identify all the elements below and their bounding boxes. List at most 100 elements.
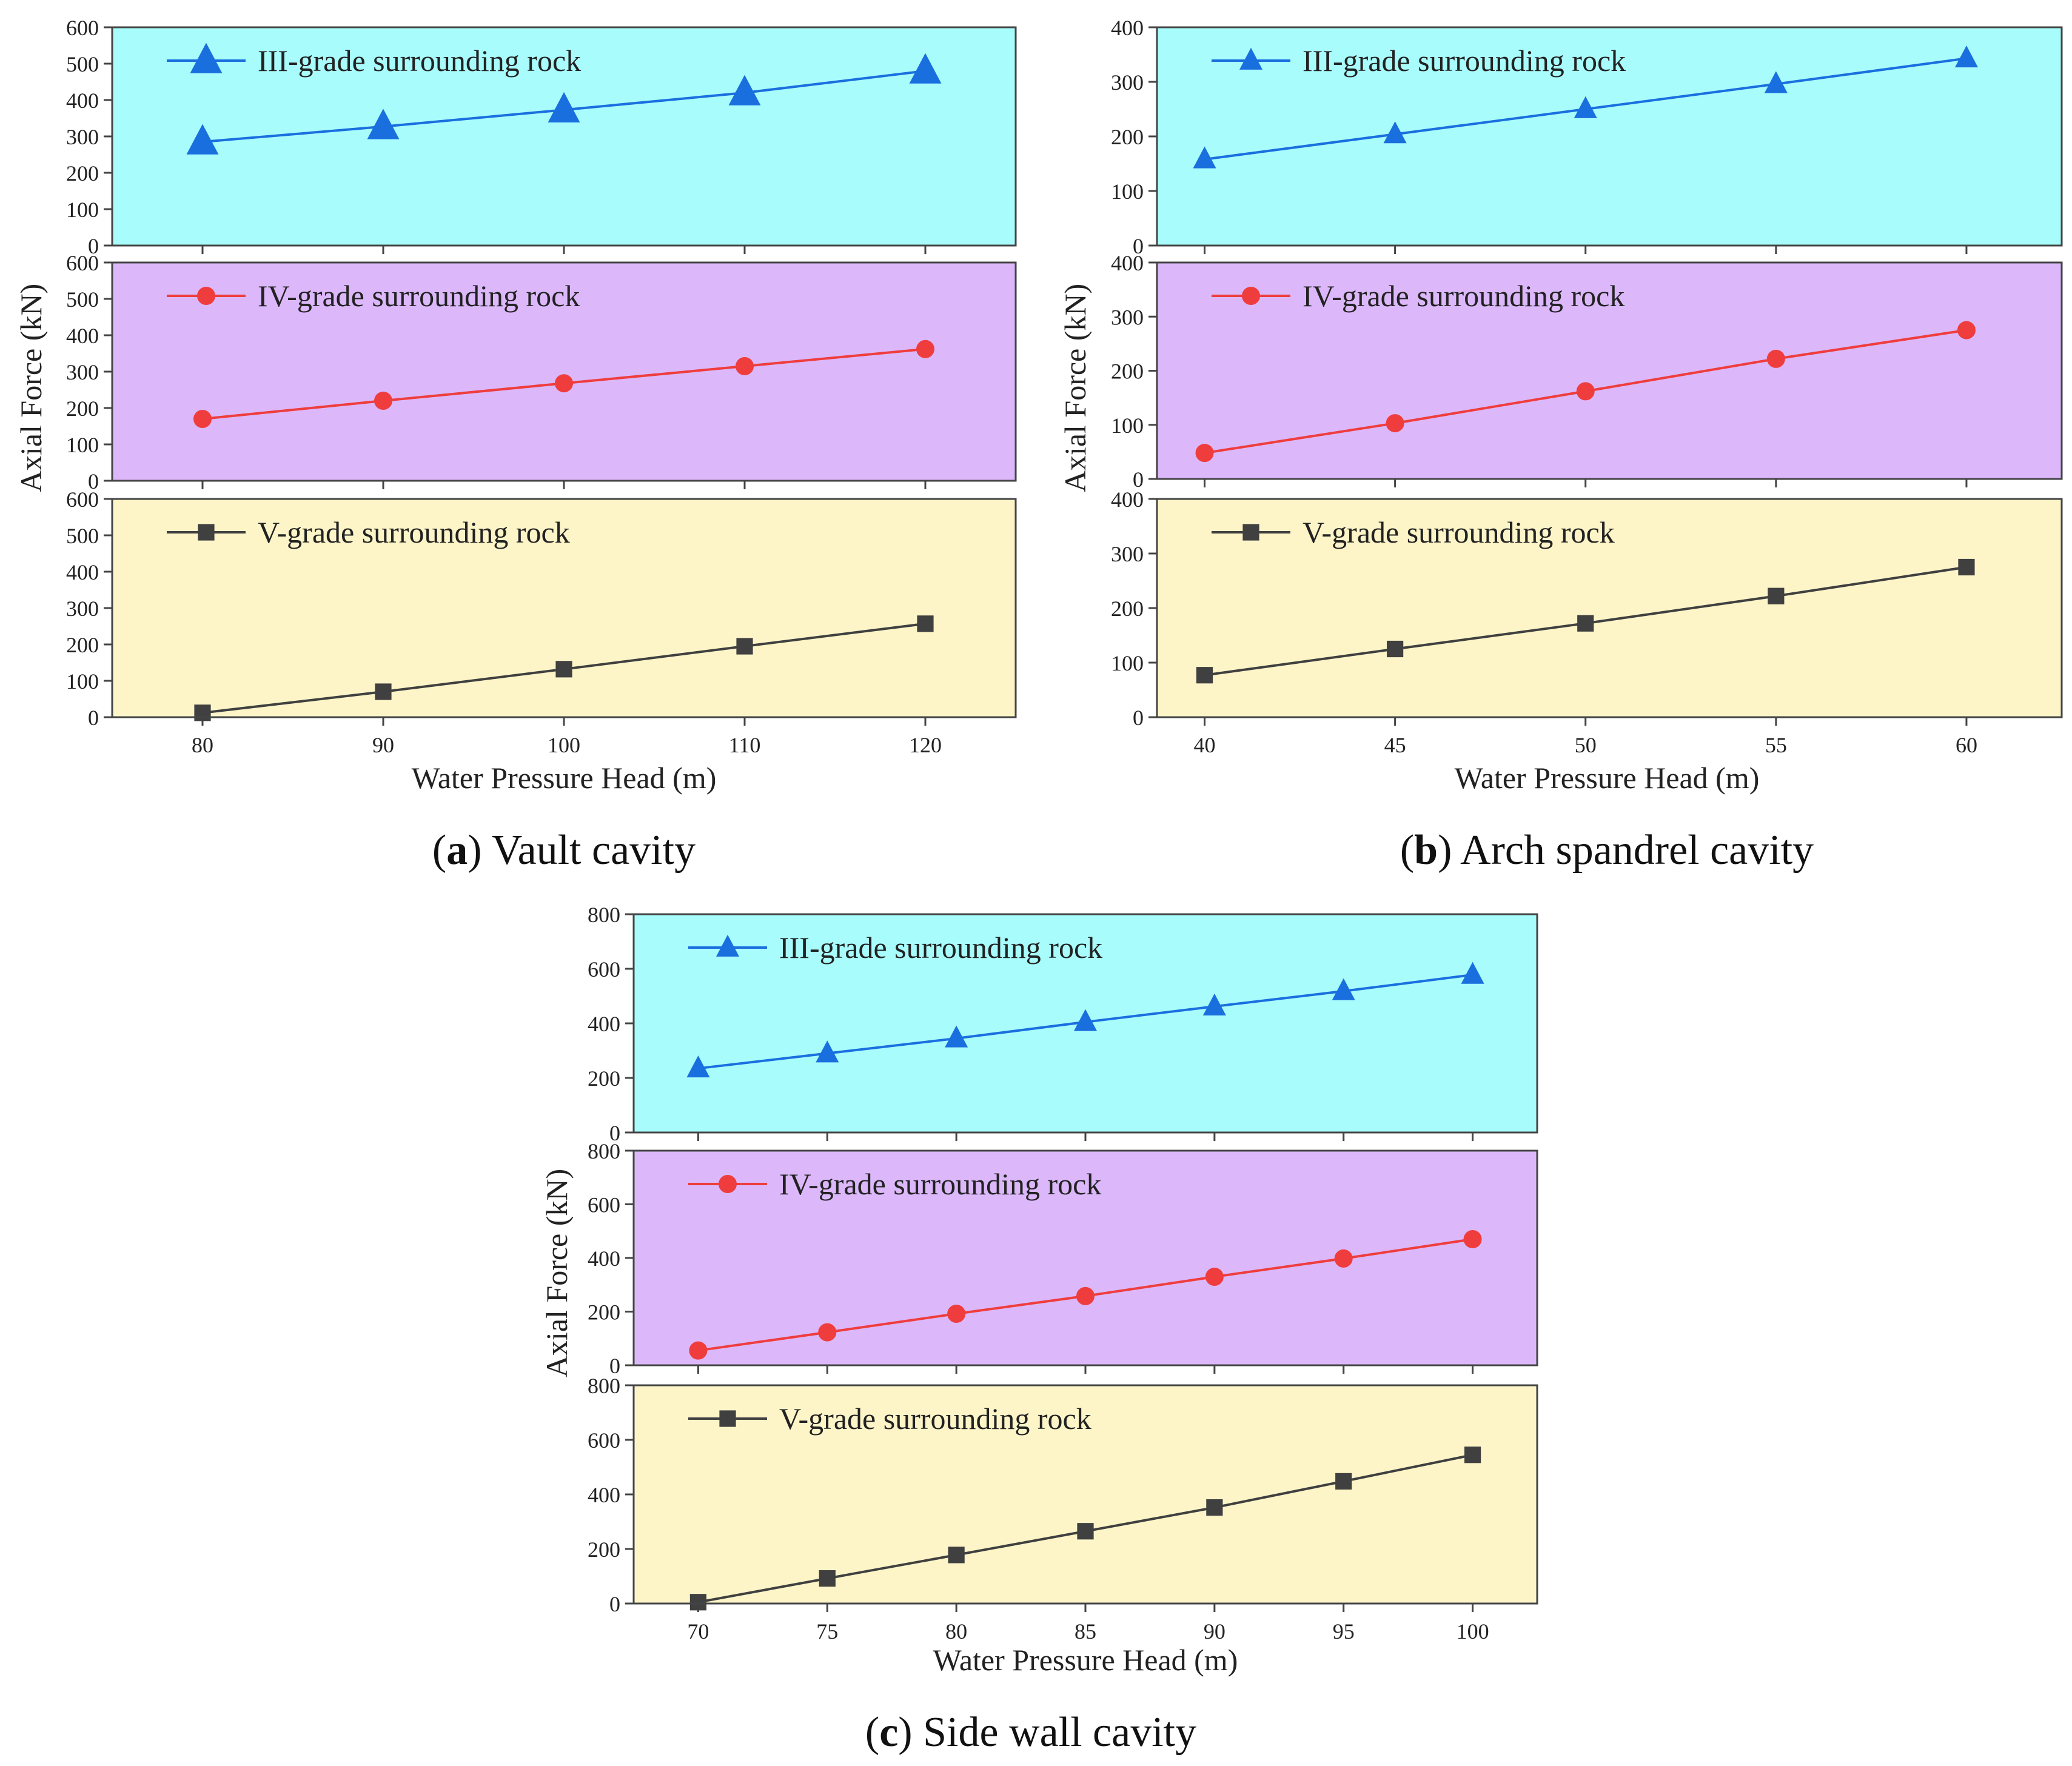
data-point-V: [194, 704, 211, 721]
chart-b-ylabel: Axial Force (kN): [1058, 284, 1092, 492]
x-tick-label: 100: [548, 733, 580, 757]
chart-a-xlabel: Water Pressure Head (m): [412, 761, 717, 795]
panel-frame: [1156, 498, 2063, 718]
data-point-III: [1954, 45, 1978, 68]
y-tick-label: 0: [1133, 467, 1144, 492]
panel-frame: [632, 913, 1538, 1134]
data-point-V: [1387, 640, 1404, 658]
x-tick-label: 75: [816, 1619, 838, 1644]
caption-open-paren: (: [865, 1709, 879, 1756]
data-point-III: [686, 1055, 710, 1078]
triangle-marker-icon: [716, 934, 740, 957]
x-tick-label: 90: [372, 733, 394, 757]
panel-background: [112, 263, 1016, 481]
y-tick-label: 600: [588, 957, 620, 982]
data-point-V: [736, 638, 753, 655]
y-tick-label: 400: [588, 1483, 620, 1507]
y-tick-label: 300: [66, 360, 99, 384]
x-tick-label: 100: [1457, 1619, 1489, 1644]
chart-a-panel-III: 0 100 200 300 400 500 600 III-grade surrounding…: [66, 16, 1017, 258]
panel-frame: [111, 26, 1017, 247]
data-point-III: [1383, 121, 1407, 144]
y-tick-label: 600: [66, 487, 99, 512]
y-tick-label: 400: [66, 324, 99, 348]
data-point-IV: [736, 357, 754, 375]
x-tick-label: 45: [1384, 733, 1406, 757]
y-tick-label: 200: [1111, 597, 1144, 621]
data-point-IV: [1195, 444, 1214, 463]
data-point-V: [689, 1594, 707, 1611]
legend-label-III: III-grade surrounding rock: [258, 44, 581, 78]
data-point-IV: [1957, 321, 1976, 339]
legend-label-III: III-grade surrounding rock: [1303, 44, 1626, 78]
data-point-IV: [689, 1341, 708, 1360]
triangle-marker-icon: [190, 42, 223, 73]
chart-c-panel-III: 0 200 400 600 800 III-grade surrounding rock: [588, 903, 1538, 1145]
data-point-IV: [193, 410, 212, 428]
data-point-III: [816, 1040, 839, 1063]
data-point-IV: [1334, 1249, 1353, 1268]
data-point-V: [1196, 667, 1213, 684]
circle-marker-icon: [1242, 287, 1260, 305]
y-tick-label: 200: [588, 1537, 620, 1562]
x-tick-label: 50: [1575, 733, 1597, 757]
data-point-III: [945, 1025, 968, 1048]
y-tick-label: 100: [1111, 179, 1144, 204]
y-tick-label: 100: [66, 198, 99, 222]
chart-c-ylabel: Axial Force (kN): [540, 1169, 574, 1377]
caption-close-paren: ): [898, 1709, 912, 1756]
y-tick-label: 500: [66, 524, 99, 548]
circle-marker-icon: [197, 287, 215, 305]
caption-open-paren: (: [1400, 827, 1414, 874]
data-point-IV: [1205, 1267, 1224, 1286]
legend-label-IV: IV-grade surrounding rock: [258, 279, 580, 313]
data-point-III: [909, 53, 942, 84]
data-point-V: [819, 1570, 836, 1587]
data-point-IV: [947, 1305, 966, 1323]
data-point-V: [917, 615, 934, 632]
y-tick-label: 400: [1111, 251, 1144, 275]
chart-a-caption-letter: a: [446, 827, 468, 874]
data-point-V: [1577, 615, 1594, 632]
x-tick-label: 80: [192, 733, 213, 757]
panel-background: [1157, 27, 2062, 246]
panel-background: [634, 1151, 1537, 1365]
chart-b-caption-text: Arch spandrel cavity: [1452, 827, 1814, 874]
data-point-III: [1461, 962, 1484, 984]
caption-close-paren: ): [468, 827, 481, 874]
x-tick-label: 40: [1194, 733, 1216, 757]
square-marker-icon: [719, 1410, 736, 1427]
data-point-III: [1574, 96, 1597, 118]
data-point-V: [1464, 1447, 1481, 1463]
y-tick-label: 0: [609, 1354, 620, 1378]
chart-b-caption: (b) Arch spandrel cavity: [1400, 827, 1814, 874]
data-point-IV: [1386, 414, 1404, 433]
circle-marker-icon: [719, 1175, 737, 1193]
y-tick-label: 200: [66, 396, 99, 421]
chart-c-caption: (c) Side wall cavity: [865, 1709, 1196, 1756]
y-tick-label: 800: [588, 903, 620, 927]
data-point-V: [375, 683, 392, 700]
y-tick-label: 200: [588, 1300, 620, 1325]
y-tick-label: 0: [88, 706, 99, 730]
square-marker-icon: [198, 524, 215, 541]
chart-a-panel-V: 0 100 200 300 400 500 600 V-grade surrounding r…: [66, 487, 1017, 730]
data-point-III: [1193, 146, 1216, 169]
chart-c-panel-IV: 0 200 400 600 800 IV-grade surrounding rock: [588, 1139, 1538, 1378]
y-tick-label: 0: [609, 1121, 620, 1145]
y-tick-label: 200: [1111, 125, 1144, 149]
y-tick-label: 400: [588, 1246, 620, 1271]
x-tick-label: 120: [909, 733, 942, 757]
data-point-IV: [1463, 1230, 1482, 1249]
x-tick-label: 60: [1956, 733, 1977, 757]
chart-b-caption-letter: b: [1414, 827, 1438, 874]
x-tick-label: 90: [1204, 1619, 1225, 1644]
data-point-III: [186, 124, 219, 155]
chart-b-panel-IV: 0 100 200 300 400 IV-grade surrounding rock: [1111, 251, 2063, 492]
panel-frame: [111, 261, 1017, 482]
caption-open-paren: (: [432, 827, 446, 874]
y-tick-label: 200: [66, 161, 99, 186]
data-point-IV: [818, 1323, 837, 1342]
y-tick-label: 200: [66, 633, 99, 657]
